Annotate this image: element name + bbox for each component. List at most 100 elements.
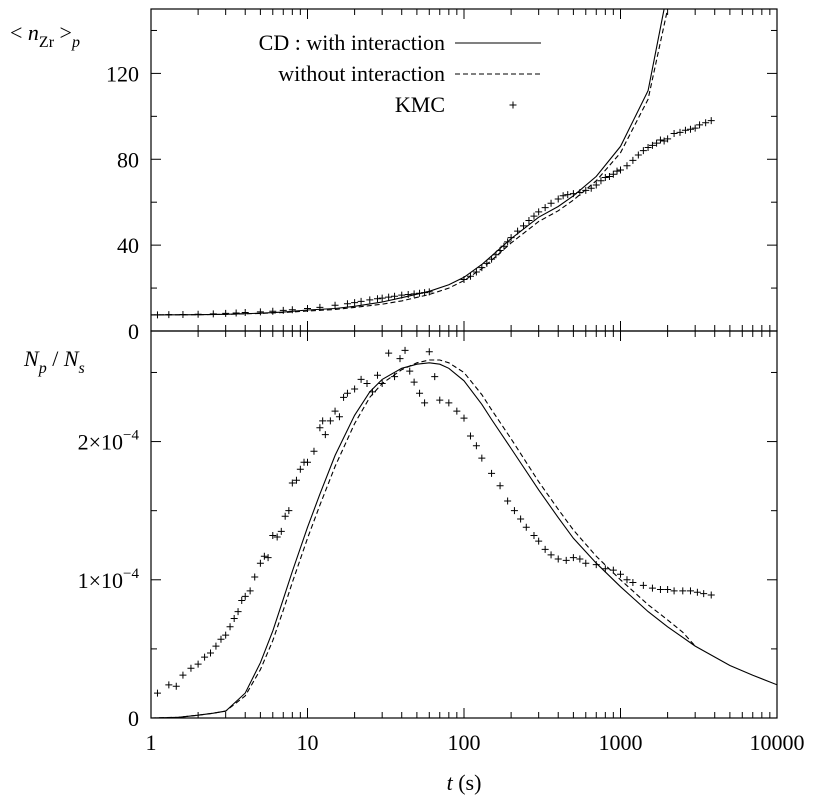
bottom-kmc-point <box>207 649 215 657</box>
top-kmc-point <box>582 186 590 194</box>
bottom-kmc-point <box>664 585 672 593</box>
bottom-line-with-interaction <box>151 362 777 718</box>
top-y-tick-label: 120 <box>106 61 139 86</box>
bottom-kmc-point <box>226 623 234 631</box>
bottom-kmc-point <box>504 497 512 505</box>
bottom-kmc-point <box>410 378 418 386</box>
top-kmc-point <box>466 272 474 280</box>
top-kmc-point <box>617 166 624 174</box>
bottom-kmc-point <box>453 407 461 415</box>
bottom-kmc-point <box>357 375 365 383</box>
top-kmc-point <box>634 151 642 159</box>
top-kmc-point <box>648 141 656 149</box>
top-kmc-point <box>378 294 386 302</box>
top-kmc-point <box>554 195 562 203</box>
top-kmc-point <box>194 310 202 318</box>
top-kmc-point <box>179 310 187 318</box>
bottom-kmc-point <box>445 399 453 407</box>
bottom-kmc-point <box>281 512 289 520</box>
bottom-kmc-point <box>609 566 617 574</box>
bottom-kmc-point <box>472 442 480 450</box>
top-kmc-point <box>410 290 418 298</box>
bottom-kmc-point <box>285 507 293 515</box>
top-panel: 0 40 80 120 < nZr >p CD : with interaction w… <box>10 8 778 344</box>
bottom-kmc-point <box>269 532 277 540</box>
bottom-kmc-point <box>391 373 399 381</box>
top-y-tick-label: 40 <box>117 233 139 258</box>
top-kmc-point <box>644 143 652 151</box>
bottom-y-tick-label: 0 <box>128 706 139 731</box>
bottom-kmc-point <box>569 554 577 562</box>
bottom-series-layer <box>151 346 777 718</box>
top-kmc-point <box>288 306 296 314</box>
bottom-kmc-point <box>310 447 318 455</box>
bottom-kmc-point <box>396 355 404 363</box>
top-kmc-point <box>696 121 704 129</box>
bottom-kmc-point <box>277 527 285 535</box>
bottom-kmc-point <box>648 584 656 592</box>
bottom-kmc-point <box>522 523 530 531</box>
top-kmc-point <box>385 293 393 301</box>
x-axis-label: t (s) <box>447 770 482 795</box>
bottom-kmc-point <box>530 532 538 540</box>
bottom-y-axis-label: Np / Ns <box>23 346 85 377</box>
top-kmc-point <box>623 162 631 170</box>
bottom-kmc-point <box>187 664 195 672</box>
bottom-kmc-point <box>326 417 334 425</box>
bottom-kmc-point <box>617 570 624 578</box>
top-kmc-point <box>559 192 567 200</box>
top-kmc-point <box>472 268 480 276</box>
bottom-kmc-points <box>153 346 715 697</box>
top-kmc-point <box>232 309 240 317</box>
bottom-kmc-point <box>153 689 161 697</box>
x-tick-label: 1000 <box>599 730 643 755</box>
top-kmc-point <box>241 309 249 317</box>
top-kmc-point <box>686 125 694 133</box>
bottom-kmc-point <box>217 635 225 643</box>
bottom-kmc-point <box>264 554 272 562</box>
top-kmc-point <box>514 227 522 235</box>
bottom-kmc-point <box>425 348 433 356</box>
top-kmc-point <box>681 126 689 134</box>
top-kmc-point <box>222 309 230 317</box>
bottom-kmc-point <box>421 399 429 407</box>
bottom-kmc-point <box>260 552 268 560</box>
bottom-kmc-point <box>222 631 230 639</box>
top-kmc-point <box>304 304 311 312</box>
bottom-kmc-point <box>194 660 202 668</box>
bottom-kmc-point <box>172 682 180 690</box>
top-kmc-point <box>366 296 374 304</box>
bottom-kmc-point <box>707 591 715 599</box>
bottom-kmc-point <box>460 414 468 422</box>
top-kmc-point <box>691 124 699 132</box>
legend-label: KMC <box>395 92 445 117</box>
bottom-kmc-point <box>656 585 664 593</box>
bottom-kmc-point <box>288 479 296 487</box>
bottom-kmc-point <box>436 396 444 404</box>
bottom-kmc-point <box>319 417 327 425</box>
bottom-kmc-point <box>201 653 209 661</box>
top-kmc-point <box>483 259 491 267</box>
top-kmc-point <box>576 189 584 197</box>
bottom-kmc-point <box>316 424 324 432</box>
bottom-kmc-point <box>401 346 409 354</box>
top-kmc-point <box>488 255 496 263</box>
top-kmc-point <box>373 295 381 303</box>
top-kmc-point <box>587 184 595 192</box>
top-kmc-point <box>541 204 549 212</box>
top-kmc-point <box>569 190 577 198</box>
bottom-kmc-point <box>241 592 249 600</box>
bottom-kmc-point <box>629 579 637 587</box>
bottom-kmc-point <box>478 454 486 462</box>
top-kmc-point <box>165 311 173 319</box>
bottom-kmc-point <box>517 515 525 523</box>
top-kmc-point <box>707 117 715 125</box>
top-series-layer <box>151 9 715 319</box>
bottom-kmc-point <box>256 559 264 567</box>
bottom-kmc-point <box>304 458 311 466</box>
top-kmc-point <box>702 119 710 127</box>
bottom-kmc-point <box>251 573 259 581</box>
bottom-kmc-point <box>234 608 242 616</box>
bottom-kmc-point <box>488 469 496 477</box>
